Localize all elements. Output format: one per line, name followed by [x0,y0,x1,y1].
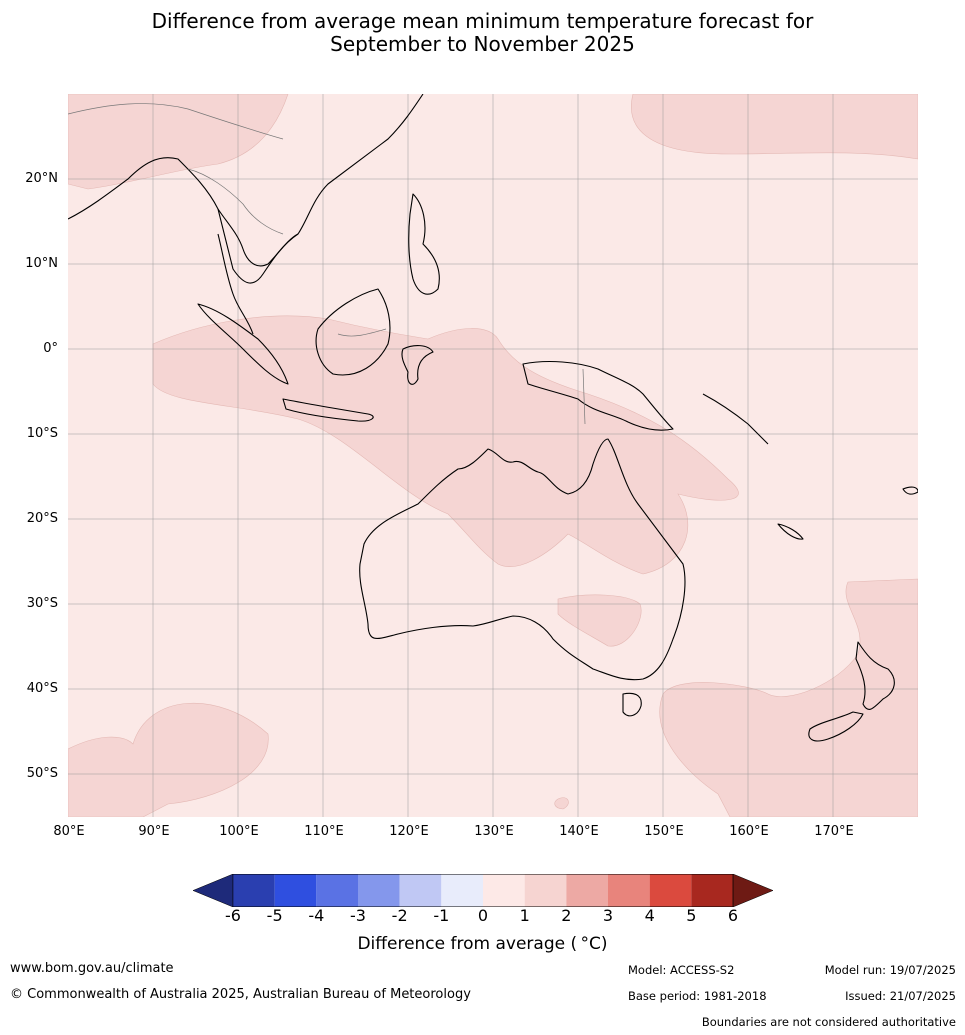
colorbar-tick-label: 0 [477,906,489,925]
indochina-coast [217,208,299,267]
colorbar-segment [399,874,442,907]
australia-coast [359,438,686,681]
lon-label-160e: 160°E [729,824,769,839]
colorbar-segment [483,874,525,907]
lat-label-10n: 10°N [25,256,58,271]
lat-label-30s: 30°S [26,596,58,611]
website-link[interactable]: www.bom.gov.au/climate [10,961,174,976]
colorbar-segment [649,874,692,907]
colorbar-label: Difference from average ( °C) [357,934,608,954]
anomaly-regions [68,94,918,817]
pacific-island-coast [902,486,918,495]
issued-text: Issued: 21/07/2025 [845,989,956,1003]
lon-label-100e: 100°E [219,824,259,839]
new-zealand-north-coast [855,641,895,710]
colorbar-tick-label: 2 [561,906,572,925]
colorbar-arrow-high [732,874,773,907]
map-canvas [68,94,918,817]
colorbar-segment [691,874,733,907]
colorbar-segment [233,874,275,907]
java-coast [282,398,374,422]
tasmania-coast [622,692,642,717]
graticule [68,94,918,817]
lon-label-150e: 150°E [644,824,684,839]
title-line-1: Difference from average mean minimum tem… [151,9,814,33]
colorbar-tick-label: 3 [602,906,614,925]
colorbar-tick-label: -6 [225,906,241,925]
colorbar-segment [566,874,608,907]
asia-coast [68,94,424,284]
disclaimer-text: Boundaries are not considered authoritat… [701,1015,956,1029]
pacific-island-coast [702,393,769,445]
new-guinea-coast [522,360,674,431]
colorbar-segment [441,874,483,907]
lon-label-140e: 140°E [559,824,599,839]
colorbar-tick-label: -3 [350,906,366,925]
country-borders [68,103,586,425]
sulawesi-coast [401,345,434,385]
lat-label-20n: 20°N [25,171,58,186]
pacific-island-coast [777,523,804,540]
colorbar-tick-label: -2 [391,906,408,925]
colorbar-outline [232,874,734,907]
copyright-text: © Commonwealth of Australia 2025, Austra… [10,987,471,1002]
base-period-text: Base period: 1981-2018 [628,989,767,1003]
map-title: Difference from average mean minimum tem… [0,10,965,56]
colorbar-segment [608,874,650,907]
borneo-coast [315,288,391,376]
colorbar-segment [524,874,567,907]
lon-label-80e: 80°E [53,824,85,839]
colorbar-tick-label: -5 [266,906,283,925]
lat-label-10s: 10°S [26,426,58,441]
coastlines [68,94,918,742]
model-text: Model: ACCESS-S2 [628,963,735,977]
colorbar-segment [316,874,358,907]
colorbar-legend [193,874,773,907]
colorbar-tick-label: 6 [727,906,739,925]
map-panel [68,94,918,817]
lat-label-50s: 50°S [26,766,58,781]
title-line-2: September to November 2025 [330,32,635,56]
colorbar-arrow-low [193,874,234,907]
colorbar-tick-label: 1 [519,906,530,925]
model-run-text: Model run: 19/07/2025 [824,963,956,977]
lon-label-120e: 120°E [389,824,429,839]
colorbar-segment [274,874,317,907]
lon-label-130e: 130°E [474,824,514,839]
philippines-coast [408,193,440,295]
sumatra-coast [197,303,289,385]
colorbar-tick-label: 5 [686,906,697,925]
lon-label-110e: 110°E [304,824,344,839]
colorbar-segment [358,874,400,907]
lat-label-40s: 40°S [26,681,58,696]
colorbar-tick-label: 4 [644,906,655,925]
lat-label-20s: 20°S [26,511,58,526]
new-zealand-south-coast [808,711,864,742]
lat-label-0: 0° [43,341,58,356]
malay-coast [217,233,254,335]
lon-label-90e: 90°E [138,824,170,839]
colorbar-tick-label: -4 [308,906,325,925]
colorbar-tick-label: -1 [433,906,450,925]
lon-label-170e: 170°E [814,824,854,839]
